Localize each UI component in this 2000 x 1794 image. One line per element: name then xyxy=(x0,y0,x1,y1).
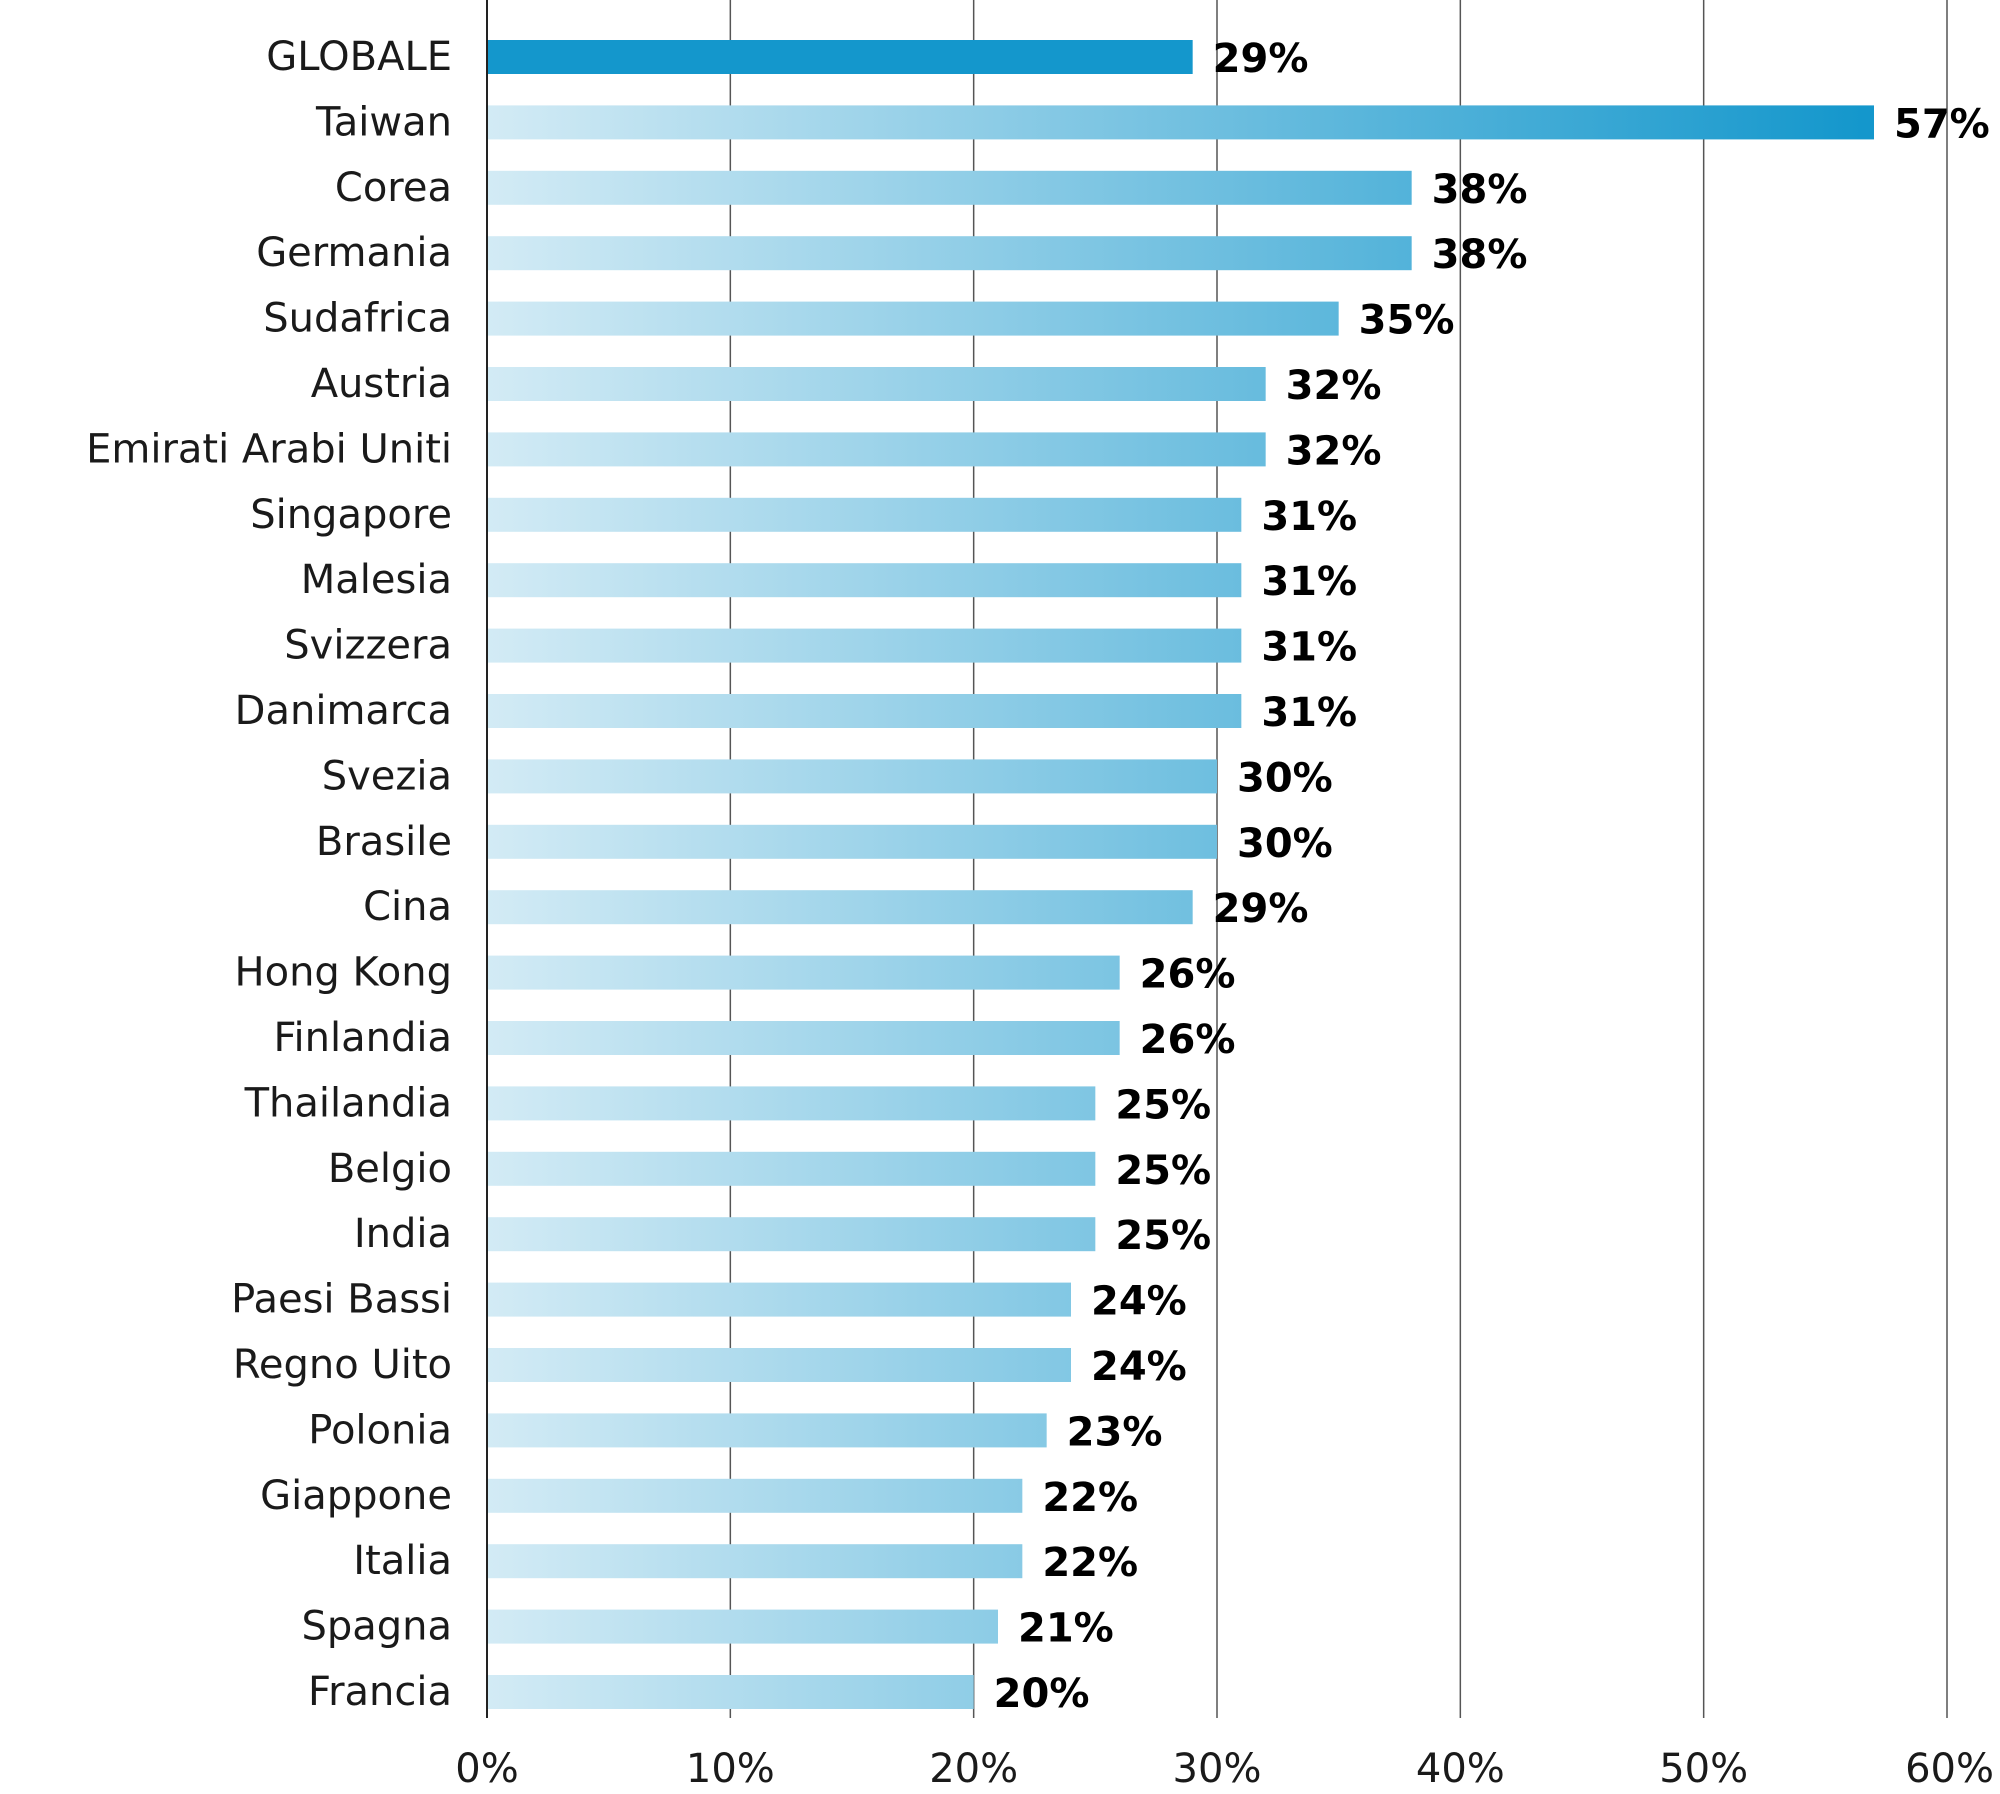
category-label: Finlandia xyxy=(273,1015,452,1061)
category-label: GLOBALE xyxy=(266,34,452,80)
category-label: Svezia xyxy=(322,753,452,799)
category-label: Svizzera xyxy=(284,623,452,669)
bar xyxy=(487,1021,1120,1055)
category-label: Francia xyxy=(308,1669,452,1715)
bar xyxy=(487,1544,1023,1579)
category-labels: GLOBALE Taiwan Corea Germania Sudafrica Austr… xyxy=(86,34,452,1715)
category-label: Polonia xyxy=(308,1407,452,1453)
value-label: 32% xyxy=(1286,363,1382,409)
bar xyxy=(487,1086,1096,1121)
category-label: Belgio xyxy=(328,1146,452,1192)
category-label: Austria xyxy=(311,361,452,407)
bar xyxy=(487,236,1412,271)
x-tick-label: 40% xyxy=(1416,1746,1505,1792)
x-tick-label: 0% xyxy=(455,1746,518,1792)
x-tick-label: 60% xyxy=(1905,1746,1994,1792)
value-labels: 29% 57% 38% 38% 35% 32% 32% 31% 31% 31% 31% 30% 30% 2… xyxy=(994,36,1990,1717)
bar xyxy=(487,432,1266,467)
value-label: 31% xyxy=(1261,494,1357,540)
value-label: 24% xyxy=(1091,1344,1187,1390)
bar xyxy=(487,1217,1096,1252)
value-label: 31% xyxy=(1261,559,1357,605)
category-label: Giappone xyxy=(260,1473,452,1519)
value-label: 25% xyxy=(1115,1082,1211,1128)
x-tick-labels: 0% 10% 20% 30% 40% 50% 60% xyxy=(455,1746,1994,1792)
category-label: Paesi Bassi xyxy=(231,1277,452,1323)
category-label: Hong Kong xyxy=(235,950,452,996)
x-tick-label: 30% xyxy=(1173,1746,1262,1792)
bar xyxy=(487,694,1242,728)
bar xyxy=(487,824,1217,859)
x-tick-label: 10% xyxy=(686,1746,775,1792)
bar xyxy=(487,1282,1071,1317)
value-label: 25% xyxy=(1115,1148,1211,1194)
category-label: Corea xyxy=(335,165,452,211)
category-label: Malesia xyxy=(301,557,452,603)
value-label: 38% xyxy=(1432,232,1528,278)
value-label: 26% xyxy=(1140,952,1236,998)
category-label: Sudafrica xyxy=(263,296,452,342)
bar xyxy=(487,1609,998,1644)
category-label: Cina xyxy=(363,884,452,930)
category-label: Italia xyxy=(353,1538,452,1584)
category-label: India xyxy=(354,1211,452,1257)
value-label: 29% xyxy=(1213,886,1309,932)
value-label: 38% xyxy=(1432,167,1528,213)
bar xyxy=(487,1151,1096,1186)
category-label: Thailandia xyxy=(244,1080,452,1126)
value-label: 30% xyxy=(1237,755,1333,801)
category-label: Brasile xyxy=(316,819,452,865)
bar xyxy=(487,497,1242,532)
category-label: Spagna xyxy=(301,1604,452,1650)
x-tick-label: 50% xyxy=(1659,1746,1748,1792)
value-label: 25% xyxy=(1115,1213,1211,1259)
value-label: 23% xyxy=(1067,1409,1163,1455)
value-label: 35% xyxy=(1359,298,1455,344)
category-label: Singapore xyxy=(250,492,452,538)
bar xyxy=(487,301,1339,336)
category-label: Emirati Arabi Uniti xyxy=(86,426,452,472)
value-label: 21% xyxy=(1018,1606,1114,1652)
bar xyxy=(487,628,1242,663)
category-label: Taiwan xyxy=(315,99,452,145)
value-label: 57% xyxy=(1894,101,1990,147)
bar xyxy=(487,759,1217,794)
bar xyxy=(487,40,1193,74)
bars xyxy=(487,40,1874,1709)
category-label: Danimarca xyxy=(235,688,452,734)
bar xyxy=(487,105,1874,140)
value-label: 32% xyxy=(1286,428,1382,474)
bar xyxy=(487,563,1242,598)
value-label: 26% xyxy=(1140,1017,1236,1063)
value-label: 24% xyxy=(1091,1279,1187,1325)
value-label: 31% xyxy=(1261,690,1357,736)
value-label: 22% xyxy=(1042,1475,1138,1521)
value-label: 31% xyxy=(1261,625,1357,671)
bar xyxy=(487,1675,974,1709)
category-label: Germania xyxy=(256,230,452,276)
bar xyxy=(487,1413,1047,1448)
bar xyxy=(487,367,1266,401)
bar xyxy=(487,1348,1071,1382)
value-label: 22% xyxy=(1042,1540,1138,1586)
value-label: 30% xyxy=(1237,821,1333,867)
bar xyxy=(487,890,1193,925)
x-tick-label: 20% xyxy=(929,1746,1018,1792)
value-label: 29% xyxy=(1213,36,1309,82)
bar xyxy=(487,1478,1023,1513)
bar xyxy=(487,955,1120,990)
category-label: Regno Uito xyxy=(233,1342,452,1388)
bar xyxy=(487,170,1412,205)
value-label: 20% xyxy=(994,1671,1090,1717)
